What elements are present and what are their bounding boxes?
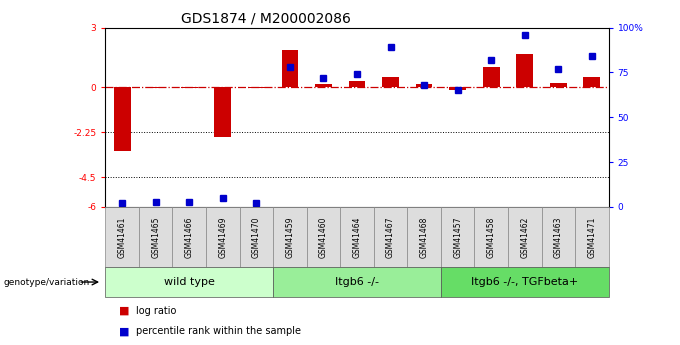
Text: wild type: wild type (164, 277, 215, 287)
FancyBboxPatch shape (340, 207, 374, 267)
FancyBboxPatch shape (441, 207, 475, 267)
FancyBboxPatch shape (575, 207, 609, 267)
Text: GSM41458: GSM41458 (487, 217, 496, 258)
Text: Itgb6 -/-: Itgb6 -/- (335, 277, 379, 287)
Text: GSM41459: GSM41459 (286, 216, 294, 258)
FancyBboxPatch shape (307, 207, 340, 267)
Bar (415, 85, 432, 87)
FancyBboxPatch shape (206, 207, 239, 267)
Text: GSM41466: GSM41466 (185, 216, 194, 258)
Text: GSM41461: GSM41461 (118, 217, 126, 258)
Text: GDS1874 / M200002086: GDS1874 / M200002086 (181, 11, 351, 25)
Bar (114, 87, 131, 151)
Text: percentile rank within the sample: percentile rank within the sample (136, 326, 301, 336)
FancyBboxPatch shape (441, 267, 609, 297)
Bar (483, 68, 500, 87)
Text: GSM41457: GSM41457 (453, 216, 462, 258)
Text: genotype/variation: genotype/variation (3, 277, 90, 287)
Text: GSM41470: GSM41470 (252, 216, 261, 258)
Text: GSM41460: GSM41460 (319, 216, 328, 258)
Bar (550, 83, 566, 87)
Text: GSM41467: GSM41467 (386, 216, 395, 258)
Text: log ratio: log ratio (136, 306, 176, 315)
FancyBboxPatch shape (475, 207, 508, 267)
Bar (148, 87, 164, 88)
FancyBboxPatch shape (541, 207, 575, 267)
FancyBboxPatch shape (173, 207, 206, 267)
Bar (449, 87, 466, 90)
Bar (349, 81, 365, 87)
FancyBboxPatch shape (374, 207, 407, 267)
FancyBboxPatch shape (273, 207, 307, 267)
FancyBboxPatch shape (239, 207, 273, 267)
Bar (214, 87, 231, 137)
Text: Itgb6 -/-, TGFbeta+: Itgb6 -/-, TGFbeta+ (471, 277, 579, 287)
Bar (583, 77, 600, 87)
Text: ■: ■ (119, 326, 133, 336)
Text: GSM41471: GSM41471 (588, 217, 596, 258)
Bar (516, 53, 533, 87)
Text: GSM41464: GSM41464 (352, 216, 362, 258)
Bar (282, 50, 299, 87)
Text: GSM41469: GSM41469 (218, 216, 227, 258)
Text: GSM41463: GSM41463 (554, 216, 563, 258)
FancyBboxPatch shape (105, 207, 139, 267)
FancyBboxPatch shape (508, 207, 541, 267)
Bar (382, 77, 399, 87)
Bar (248, 87, 265, 88)
Bar (181, 87, 198, 88)
Text: GSM41462: GSM41462 (520, 217, 529, 258)
Text: ■: ■ (119, 306, 133, 315)
FancyBboxPatch shape (407, 207, 441, 267)
Bar (315, 85, 332, 87)
Text: GSM41468: GSM41468 (420, 217, 428, 258)
FancyBboxPatch shape (139, 207, 173, 267)
Text: GSM41465: GSM41465 (151, 216, 160, 258)
FancyBboxPatch shape (273, 267, 441, 297)
FancyBboxPatch shape (105, 267, 273, 297)
